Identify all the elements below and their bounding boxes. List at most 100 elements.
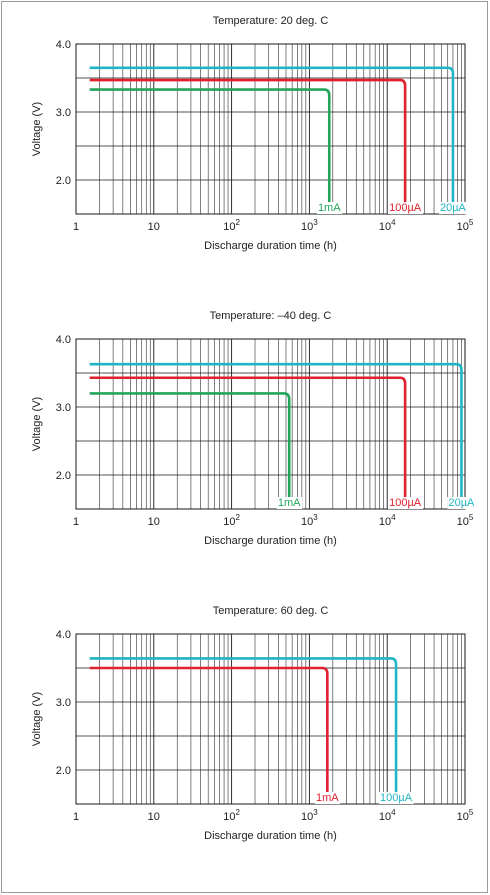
x-tick-base: 10 — [379, 516, 391, 528]
x-tick-exponent: 4 — [391, 513, 396, 522]
series-label: 1mA — [318, 202, 341, 214]
x-tick-base: 10 — [148, 221, 160, 233]
x-tick-base: 10 — [301, 221, 313, 233]
series-label: 20µA — [440, 202, 467, 214]
y-tick-label: 4.0 — [56, 629, 71, 641]
x-tick-base: 10 — [148, 811, 160, 823]
plot-area — [75, 338, 466, 510]
series-line — [89, 666, 329, 803]
x-tick-base: 10 — [148, 516, 160, 528]
x-tick-label: 102 — [223, 513, 240, 528]
series-label: 1mA — [278, 497, 301, 509]
x-tick-base: 10 — [301, 516, 313, 528]
series-label-bg — [438, 202, 468, 214]
x-tick-exponent: 5 — [469, 808, 474, 817]
series-label-bg — [315, 792, 341, 804]
plot-area — [75, 633, 466, 805]
x-tick-label: 10 — [148, 516, 160, 528]
series-label-bg — [388, 202, 423, 214]
series-line — [89, 392, 291, 508]
chart-title: Temperature: 20 deg. C — [213, 15, 329, 27]
chart-3: Temperature: 60 deg. C4.03.02.01 10 102 103… — [31, 605, 474, 842]
series-line — [89, 657, 398, 803]
x-tick-label: 1 — [73, 811, 79, 823]
series-label: 100µA — [389, 497, 422, 509]
series-label-bg — [276, 497, 303, 509]
x-axis-label: Discharge duration time (h) — [204, 240, 337, 252]
x-tick-exponent: 2 — [235, 513, 240, 522]
x-tick-exponent: 2 — [235, 808, 240, 817]
series-line — [89, 66, 455, 213]
y-tick-label: 3.0 — [56, 402, 71, 414]
series-label-bg — [316, 202, 343, 214]
x-tick-base: 10 — [301, 811, 313, 823]
x-tick-label: 1 — [73, 516, 79, 528]
grid — [76, 634, 465, 804]
series-label-bg — [379, 792, 414, 804]
series-line — [89, 88, 331, 213]
x-tick-base: 10 — [379, 221, 391, 233]
x-tick-exponent: 4 — [391, 808, 396, 817]
series-label-bg — [388, 497, 423, 509]
x-tick-base: 10 — [457, 811, 469, 823]
x-tick-label: 1 — [73, 221, 79, 233]
x-tick-label: 102 — [223, 808, 240, 823]
x-tick-label: 105 — [457, 218, 474, 233]
x-tick-label: 105 — [457, 808, 474, 823]
chart-2: Temperature: –40 deg. C4.03.02.01 10 102 10… — [31, 310, 477, 547]
y-tick-label: 3.0 — [56, 697, 71, 709]
x-tick-base: 10 — [223, 221, 235, 233]
x-tick-label: 105 — [457, 513, 474, 528]
x-axis-label: Discharge duration time (h) — [204, 830, 337, 842]
x-tick-label: 104 — [379, 513, 396, 528]
x-tick-exponent: 4 — [391, 218, 396, 227]
series-label: 20µA — [448, 497, 475, 509]
x-tick-base: 10 — [223, 811, 235, 823]
chart-1: Temperature: 20 deg. C4.03.02.01 10 102 103… — [31, 15, 474, 252]
chart-title: Temperature: 60 deg. C — [213, 605, 329, 617]
y-tick-label: 2.0 — [56, 175, 71, 187]
x-tick-base: 1 — [73, 811, 79, 823]
series-label: 1mA — [316, 792, 339, 804]
x-tick-label: 10 — [148, 811, 160, 823]
x-tick-label: 104 — [379, 218, 396, 233]
y-axis-label: Voltage (V) — [31, 692, 43, 746]
x-tick-exponent: 5 — [469, 513, 474, 522]
x-tick-base: 10 — [457, 221, 469, 233]
y-tick-label: 2.0 — [56, 470, 71, 482]
x-tick-label: 104 — [379, 808, 396, 823]
x-tick-label: 103 — [301, 808, 318, 823]
x-tick-label: 10 — [148, 221, 160, 233]
y-tick-label: 4.0 — [56, 334, 71, 346]
x-tick-label: 103 — [301, 218, 318, 233]
y-tick-label: 2.0 — [56, 765, 71, 777]
x-tick-base: 10 — [457, 516, 469, 528]
x-tick-base: 10 — [223, 516, 235, 528]
series-label: 100µA — [389, 202, 422, 214]
series-line — [89, 78, 407, 213]
x-tick-exponent: 3 — [313, 808, 318, 817]
y-tick-label: 3.0 — [56, 107, 71, 119]
series-label-bg — [447, 497, 477, 509]
series-line — [89, 362, 463, 508]
x-tick-exponent: 2 — [235, 218, 240, 227]
x-axis-label: Discharge duration time (h) — [204, 535, 337, 547]
chart-title: Temperature: –40 deg. C — [210, 310, 332, 322]
x-tick-exponent: 5 — [469, 218, 474, 227]
y-axis-label: Voltage (V) — [31, 102, 43, 156]
y-tick-label: 4.0 — [56, 39, 71, 51]
grid — [76, 44, 465, 214]
x-tick-base: 1 — [73, 516, 79, 528]
x-tick-base: 1 — [73, 221, 79, 233]
series-line — [89, 376, 407, 508]
x-tick-base: 10 — [379, 811, 391, 823]
x-tick-label: 102 — [223, 218, 240, 233]
y-axis-label: Voltage (V) — [31, 397, 43, 451]
x-tick-label: 103 — [301, 513, 318, 528]
x-tick-exponent: 3 — [313, 513, 318, 522]
plot-area — [75, 43, 466, 215]
x-tick-exponent: 3 — [313, 218, 318, 227]
series-label: 100µA — [380, 792, 413, 804]
